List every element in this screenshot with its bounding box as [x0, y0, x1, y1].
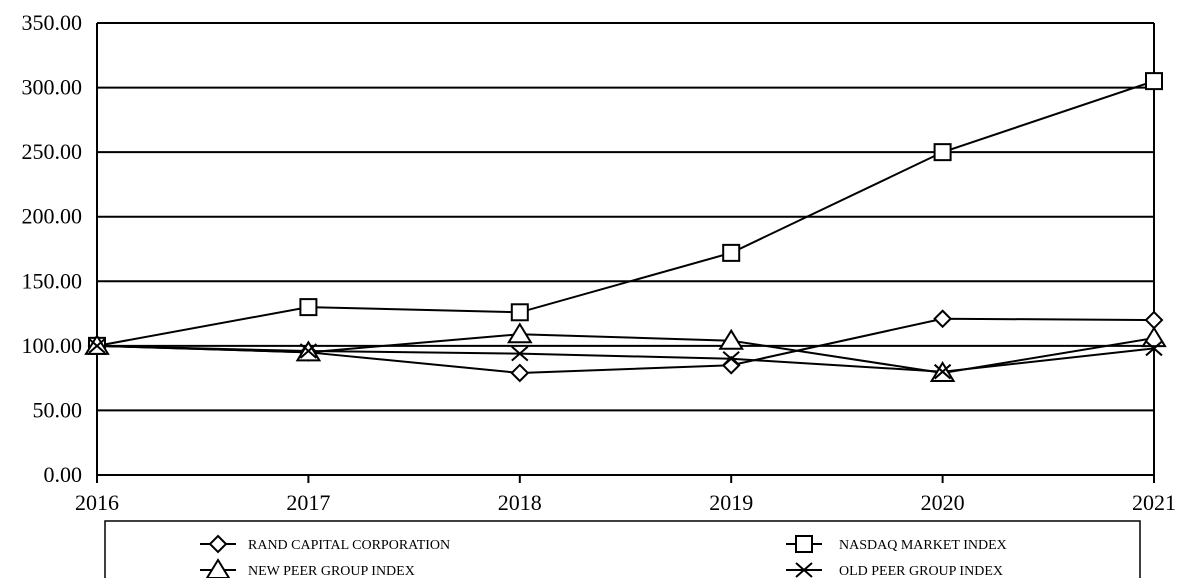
- square-marker-shape: [1145, 72, 1163, 91]
- data-point: [1141, 326, 1167, 348]
- triangle-marker-shape: [205, 558, 231, 578]
- x-marker-shape: [933, 363, 952, 380]
- y-tick-label: 0.00: [44, 462, 83, 487]
- legend-entry: NEW PEER GROUP INDEX: [200, 558, 415, 578]
- legend-marker: [205, 558, 231, 578]
- data-point: [722, 351, 740, 367]
- y-tick-label: 50.00: [33, 397, 83, 422]
- legend-box: [104, 520, 1141, 578]
- x-tick-label: 2017: [286, 490, 330, 515]
- legend-marker: [795, 562, 813, 578]
- series-line: [96, 344, 1155, 373]
- square-marker-shape: [299, 298, 318, 317]
- data-point: [299, 298, 318, 317]
- legend-label: NASDAQ MARKET INDEX: [839, 538, 1007, 553]
- data-point: [88, 338, 106, 354]
- y-axis: 0.00 50.00 100.00 150.00 200.00 250.00 300.00 3…: [22, 10, 83, 487]
- y-tick-label: 150.00: [22, 268, 83, 293]
- square-marker-shape: [795, 535, 813, 553]
- legend-entry: NASDAQ MARKET INDEX: [786, 535, 1007, 553]
- triangle-marker-shape: [1141, 326, 1167, 348]
- data-point: [510, 363, 530, 383]
- legend-marker: [208, 534, 228, 554]
- diamond-marker-shape: [208, 534, 228, 554]
- y-tick-label: 200.00: [22, 204, 83, 229]
- data-point: [299, 343, 318, 359]
- data-point: [718, 328, 744, 350]
- x-marker-shape: [511, 345, 529, 362]
- x-axis: 2016 2017 2018 2019 2020 2021: [75, 475, 1176, 515]
- data-point: [722, 243, 741, 262]
- series-markers: [84, 72, 1167, 383]
- data-point: [933, 143, 952, 162]
- triangle-marker-shape: [507, 322, 533, 344]
- x-marker-shape: [1145, 340, 1163, 357]
- x-marker-shape: [299, 343, 318, 359]
- legend-marker: [795, 535, 813, 553]
- diamond-marker-shape: [933, 309, 953, 329]
- x-tick-label: 2016: [75, 490, 119, 515]
- y-tick-label: 350.00: [22, 10, 83, 35]
- y-tick-label: 100.00: [22, 333, 83, 358]
- legend-entry: OLD PEER GROUP INDEX: [786, 562, 1003, 578]
- x-marker-shape: [795, 562, 813, 578]
- legend-label: NEW PEER GROUP INDEX: [248, 564, 415, 578]
- legend-entry: RAND CAPITAL CORPORATION: [200, 534, 450, 554]
- data-point: [1145, 340, 1163, 357]
- data-point: [507, 322, 533, 344]
- triangle-marker-shape: [718, 328, 744, 350]
- data-point: [510, 303, 529, 322]
- square-marker-shape: [510, 303, 529, 322]
- series-line: [96, 80, 1155, 347]
- square-marker-shape: [722, 243, 741, 262]
- y-tick-label: 250.00: [22, 139, 83, 164]
- x-tick-label: 2018: [498, 490, 542, 515]
- series-line: [96, 333, 1155, 374]
- data-point: [1144, 310, 1164, 330]
- y-tick-label: 300.00: [22, 75, 83, 100]
- x-tick-label: 2020: [921, 490, 965, 515]
- x-marker-shape: [88, 338, 106, 354]
- data-point: [933, 363, 952, 380]
- diamond-marker-shape: [1144, 310, 1164, 330]
- x-tick-label: 2021: [1132, 490, 1176, 515]
- square-marker-shape: [933, 143, 952, 162]
- diamond-marker-shape: [510, 363, 530, 383]
- x-tick-label: 2019: [709, 490, 753, 515]
- legend: RAND CAPITAL CORPORATION NASDAQ MARKET IN…: [104, 520, 1141, 578]
- data-point: [511, 345, 529, 362]
- data-point: [933, 309, 953, 329]
- x-marker-shape: [722, 351, 740, 367]
- grid-lines: [96, 22, 1155, 476]
- series-lines: [96, 80, 1155, 374]
- legend-label: RAND CAPITAL CORPORATION: [248, 538, 450, 553]
- data-point: [1145, 72, 1163, 91]
- legend-label: OLD PEER GROUP INDEX: [839, 564, 1003, 578]
